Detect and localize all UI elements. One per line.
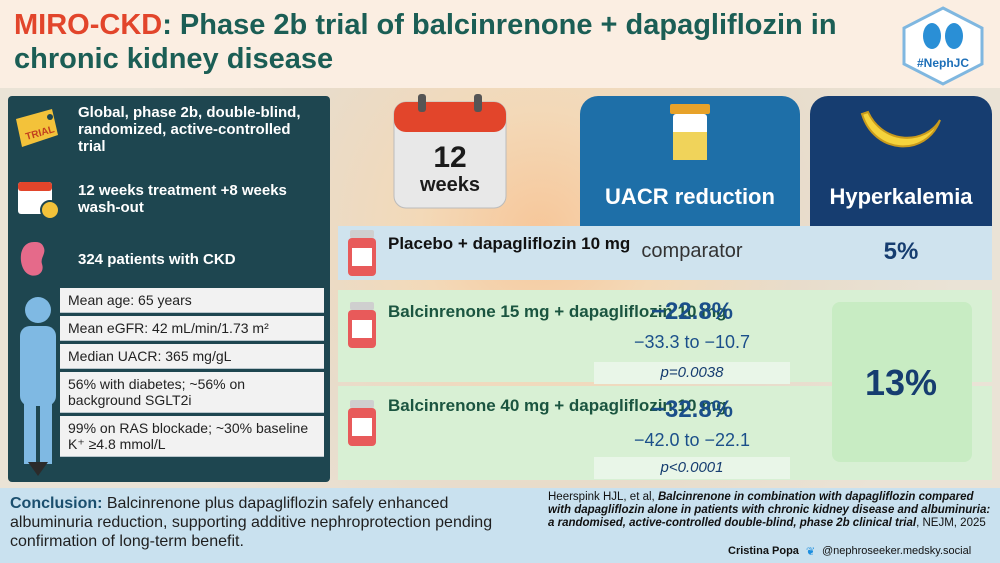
calendar-text: 12 weeks <box>400 141 500 197</box>
nephjc-badge-icon <box>902 6 984 86</box>
kidney-icon <box>20 242 45 276</box>
arm-15mg-p: p=0.0038 <box>594 362 790 384</box>
arm-15mg-uacr: −22.8% <box>650 298 734 325</box>
stat-diabetes: 56% with diabetes; ~56% on background SG… <box>60 372 324 413</box>
trial-patients: 324 patients with CKD <box>78 250 236 268</box>
citation-journal: , NEJM, 2025 <box>916 517 986 529</box>
banana-icon <box>860 110 941 148</box>
pill-bottle-icon <box>348 302 376 348</box>
trial-design: Global, phase 2b, double-blind, randomiz… <box>78 104 301 155</box>
arm-40mg-uacr-cell: −32.8% −42.0 to −22.1 <box>590 396 794 451</box>
conclusion-label: Conclusion: <box>10 495 103 512</box>
stat-egfr: Mean eGFR: 42 mL/min/1.73 m² <box>60 316 324 341</box>
arm-15mg-ci: −33.3 to −10.7 <box>633 332 751 352</box>
arm-40mg-label: Balcinrenone 40 mg + dapagliflozin 10 mg <box>388 396 727 415</box>
baseline-stats: Mean age: 65 years Mean eGFR: 42 mL/min/… <box>60 288 324 478</box>
stat-age: Mean age: 65 years <box>60 288 324 313</box>
pill-bottle-icon <box>348 230 376 276</box>
design-row: TRIAL Global, phase 2b, double-blind, ra… <box>12 104 308 155</box>
arm-placebo-hyper: 5% <box>883 238 919 265</box>
person-icon <box>20 297 56 476</box>
arm-40mg-uacr: −32.8% <box>650 396 734 423</box>
uacr-column-title: UACR reduction <box>605 184 775 209</box>
footer <box>0 488 1000 563</box>
arm-40mg-p: p<0.0001 <box>594 457 790 479</box>
arm-15mg-label: Balcinrenone 15 mg + dapagliflozin 10 mg <box>388 302 727 321</box>
header <box>0 0 1000 88</box>
hyperkalemia-combined-cell <box>832 302 972 462</box>
conclusion: Conclusion: Balcinrenone plus dapagliflo… <box>10 494 530 551</box>
stat-uacr: Median UACR: 365 mg/gL <box>60 344 324 369</box>
calendar-icon <box>393 94 507 209</box>
weeks-number: 12 <box>433 141 467 174</box>
arm-15mg-uacr-cell: −22.8% −33.3 to −10.7 <box>590 298 794 353</box>
weeks-label: weeks <box>419 174 481 196</box>
title-accent: MIRO-CKD <box>14 9 163 41</box>
badge-label: #NephJC <box>916 56 969 70</box>
arm-40mg-ci: −42.0 to −22.1 <box>633 430 751 450</box>
trial-tag-icon: TRIAL <box>16 108 58 147</box>
urine-cup-icon <box>670 104 710 160</box>
citation-title: Balcinrenone in combination with dapagli… <box>548 491 991 529</box>
conclusion-text: Balcinrenone plus dapagliflozin safely e… <box>10 495 493 550</box>
author-handle[interactable]: @nephroseeker.medsky.social <box>822 545 972 557</box>
citation: Heerspink HJL, et al, Balcinrenone in co… <box>548 491 992 530</box>
pill-bottle-icon <box>348 400 376 446</box>
page-title: MIRO-CKD: Phase 2b trial of balcinrenone… <box>14 8 874 76</box>
hyperkalemia-header <box>810 96 992 226</box>
author-name: Cristina Popa <box>728 545 799 557</box>
stat-ras: 99% on RAS blockade; ~30% baseline K⁺ ≥4… <box>60 416 324 457</box>
patients-row: 324 patients with CKD <box>12 236 308 282</box>
trial-duration: 12 weeks treatment +8 weeks wash-out <box>78 182 287 216</box>
calendar-clock-icon <box>18 182 60 220</box>
bluesky-butterfly-icon: ❦ <box>806 546 816 558</box>
table-row <box>338 226 992 280</box>
hyperkalemia-combined-value: 13% <box>864 362 938 403</box>
duration-row: 12 weeks treatment +8 weeks wash-out <box>12 176 308 222</box>
arm-placebo-label: Placebo + dapagliflozin 10 mg <box>388 234 631 253</box>
citation-authors: Heerspink HJL, et al, <box>548 491 658 503</box>
hyperkalemia-column-title: Hyperkalemia <box>829 184 973 209</box>
title-rest: : Phase 2b trial of balcinrenone + dapag… <box>14 9 837 75</box>
arm-placebo-uacr: comparator <box>641 240 743 262</box>
